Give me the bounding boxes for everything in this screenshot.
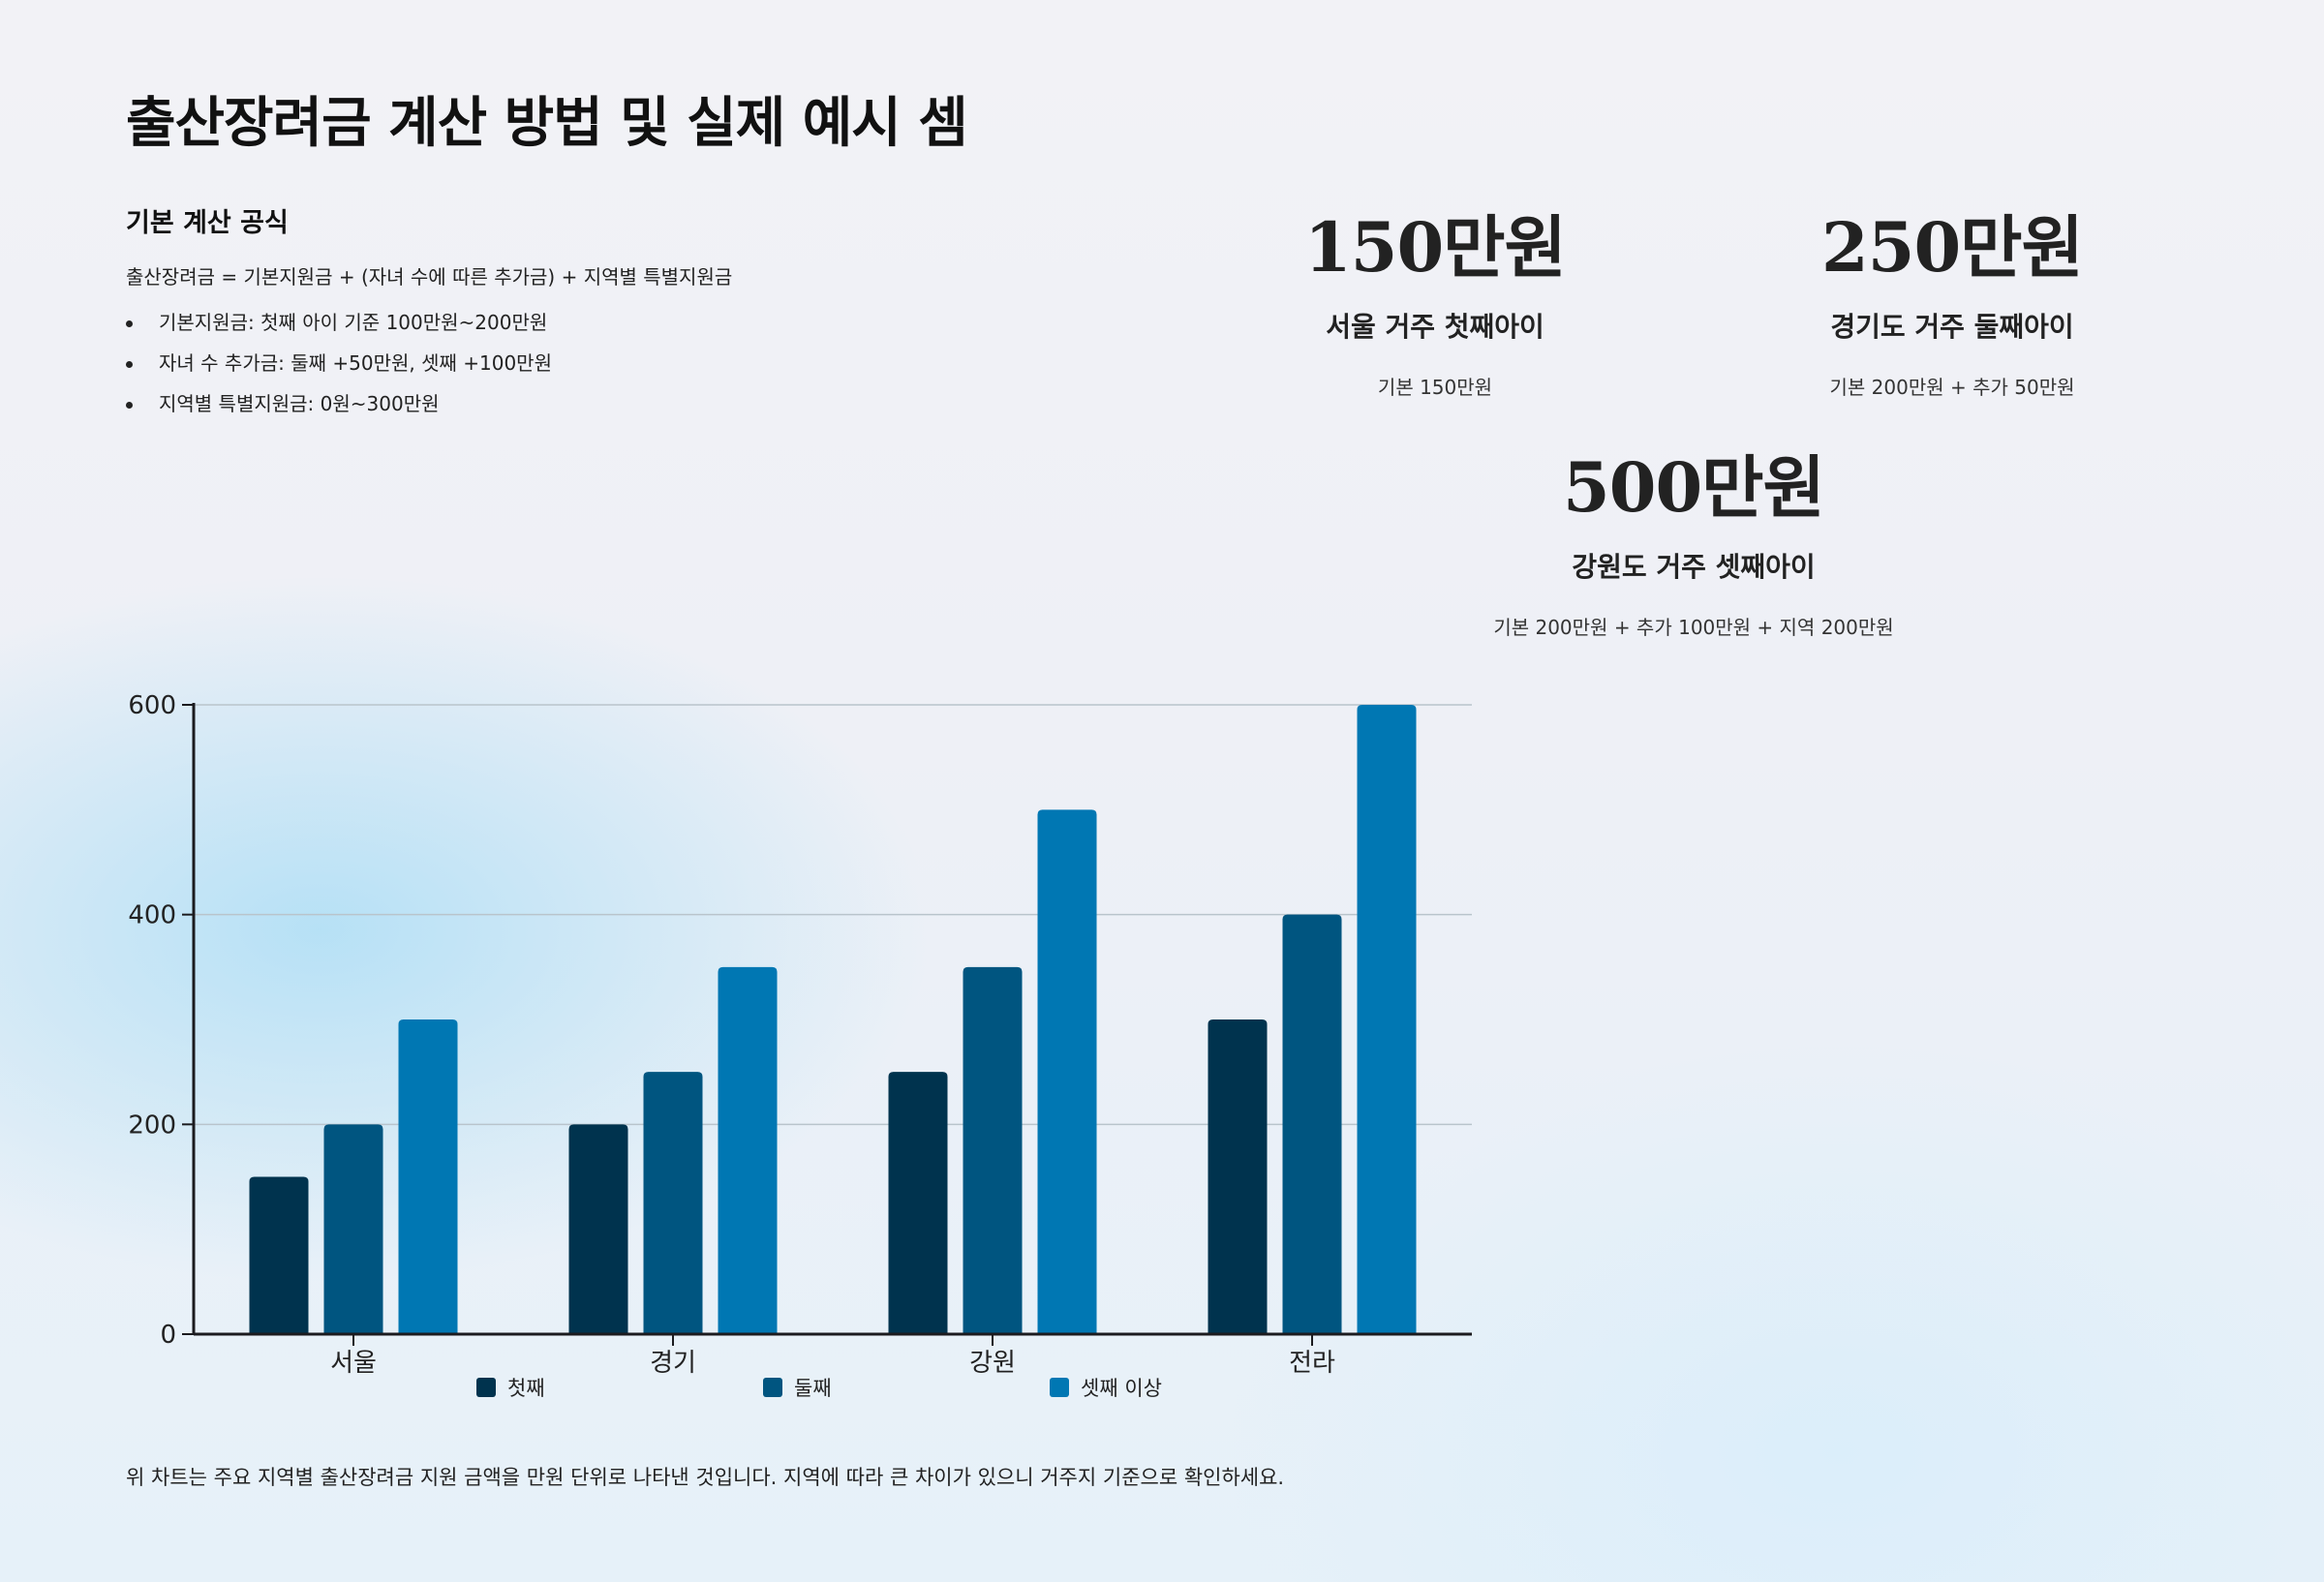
example-label: 경기도 거주 둘째아이: [1830, 311, 2074, 343]
example-card-gangwon: 500만원 강원도 거주 셋째아이 기본 200만원 + 추가 100만원 + …: [1442, 447, 1945, 640]
example-card-seoul: 150만원 서울 거주 첫째아이 기본 150만원: [1183, 207, 1687, 400]
x-tick-label: 경기: [650, 1349, 696, 1378]
legend-item: 첫째: [476, 1373, 545, 1402]
bar: [323, 1124, 383, 1334]
bar: [1037, 809, 1097, 1334]
legend-swatch: [476, 1378, 496, 1397]
formula-text: 출산장려금 = 기본지원금 + (자녀 수에 따른 추가금) + 지역별 특별지…: [126, 265, 733, 289]
formula-item-region: 지역별 특별지원금: 0원~300만원: [126, 389, 552, 430]
x-tick-label: 서울: [330, 1349, 377, 1378]
legend-label: 첫째: [507, 1377, 545, 1400]
bar: [568, 1124, 628, 1334]
page-title: 출산장려금 계산 방법 및 실제 예시 셈: [126, 92, 968, 155]
formula-list: 기본지원금: 첫째 아이 기준 100만원~200만원 자녀 수 추가금: 둘째…: [126, 308, 552, 430]
legend-swatch: [1050, 1378, 1069, 1397]
bar: [1357, 705, 1417, 1334]
example-amount: 250만원: [1821, 207, 2084, 288]
y-tick-label: 400: [128, 901, 176, 930]
example-label: 강원도 거주 셋째아이: [1572, 551, 1816, 583]
example-detail: 기본 200만원 + 추가 50만원: [1829, 376, 2075, 399]
x-tick-label: 전라: [1289, 1349, 1335, 1378]
example-amount: 500만원: [1563, 447, 1825, 528]
bar: [398, 1019, 458, 1334]
legend-swatch: [763, 1378, 782, 1397]
bar: [963, 966, 1023, 1334]
example-amount: 150만원: [1304, 207, 1567, 288]
example-detail: 기본 200만원 + 추가 100만원 + 지역 200만원: [1493, 616, 1894, 639]
x-tick-label: 강원: [969, 1349, 1016, 1378]
example-card-gyeonggi: 250만원 경기도 거주 둘째아이 기본 200만원 + 추가 50만원: [1700, 207, 2204, 400]
bar: [249, 1176, 309, 1334]
bar: [643, 1072, 703, 1334]
example-label: 서울 거주 첫째아이: [1326, 311, 1544, 343]
bar: [1282, 914, 1342, 1334]
legend-item: 둘째: [763, 1373, 832, 1402]
bar: [888, 1072, 948, 1334]
y-tick-label: 600: [128, 691, 176, 720]
y-tick-label: 200: [128, 1110, 176, 1140]
bar: [1208, 1019, 1268, 1334]
formula-heading: 기본 계산 공식: [126, 208, 289, 238]
chart-footnote: 위 차트는 주요 지역별 출산장려금 지원 금액을 만원 단위로 나타낸 것입니…: [126, 1466, 1285, 1489]
formula-item-children: 자녀 수 추가금: 둘째 +50만원, 셋째 +100만원: [126, 349, 552, 389]
bar: [718, 966, 778, 1334]
legend-item: 셋째 이상: [1050, 1373, 1162, 1402]
formula-item-base: 기본지원금: 첫째 아이 기준 100만원~200만원: [126, 308, 552, 349]
legend-label: 둘째: [794, 1377, 832, 1400]
example-detail: 기본 150만원: [1377, 376, 1493, 399]
y-tick-label: 0: [160, 1321, 176, 1350]
legend-label: 셋째 이상: [1081, 1377, 1162, 1400]
